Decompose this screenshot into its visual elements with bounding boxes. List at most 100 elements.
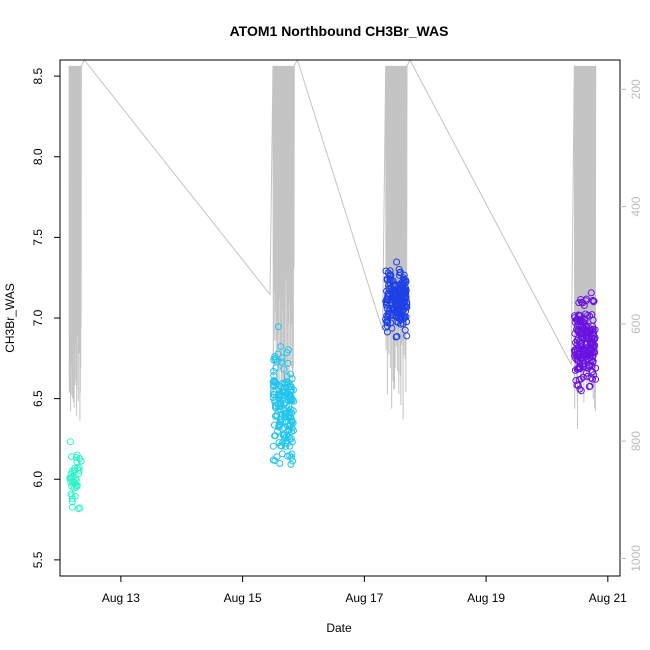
x-axis-label: Date (326, 621, 352, 635)
data-point (67, 474, 75, 482)
y-tick-label: 8.0 (31, 148, 45, 165)
data-point (287, 370, 295, 378)
data-point (288, 453, 296, 461)
data-point (269, 442, 277, 450)
data-point (278, 354, 286, 362)
data-point (584, 332, 592, 340)
y-tick-label: 6.5 (31, 390, 45, 407)
data-point (272, 404, 280, 411)
data-point (589, 339, 597, 347)
data-point (573, 322, 581, 330)
data-point (590, 335, 598, 343)
data-point (393, 258, 401, 266)
data-point (284, 359, 292, 367)
data-point (274, 407, 282, 415)
data-point (283, 440, 291, 448)
data-point (585, 329, 592, 337)
data-point (386, 267, 394, 275)
x-tick-label: Aug 21 (589, 591, 627, 605)
data-point (575, 299, 583, 307)
x-axis: Aug 13 Aug 15 Aug 17 Aug 19 Aug 21 (102, 576, 627, 605)
y2-tick-label: 200 (629, 79, 643, 99)
data-point (274, 323, 282, 331)
data-point (403, 332, 411, 340)
data-point (281, 410, 289, 418)
data-point (271, 355, 279, 362)
x-tick-label: Aug 13 (102, 591, 140, 605)
pressure-trace (68, 58, 597, 429)
data-point (577, 330, 585, 337)
y-tick-label: 6.0 (31, 471, 45, 488)
data-point (589, 375, 596, 383)
data-point (67, 470, 75, 478)
data-point (580, 363, 588, 371)
data-point (71, 480, 79, 488)
data-point (76, 504, 84, 512)
data-point (392, 333, 400, 341)
data-point (386, 275, 394, 283)
data-point (288, 409, 296, 417)
data-point (387, 311, 395, 319)
data-point (391, 281, 398, 289)
data-point (284, 422, 292, 430)
data-point (277, 442, 285, 450)
data-point (281, 434, 289, 442)
data-point (270, 367, 278, 375)
data-point (279, 379, 286, 387)
data-point (573, 381, 581, 389)
data-point (273, 358, 281, 366)
data-point (278, 450, 286, 458)
data-point (582, 344, 590, 352)
data-point (286, 452, 294, 460)
data-point (578, 334, 586, 342)
y2-axis: 200 400 600 800 1000 (620, 79, 643, 572)
y-tick-label: 8.5 (31, 67, 45, 84)
data-point (383, 295, 391, 303)
data-point (288, 450, 296, 458)
data-point (288, 416, 296, 424)
data-point (587, 350, 594, 358)
data-point (287, 406, 295, 413)
data-point (270, 372, 278, 379)
data-point (584, 322, 592, 330)
data-point (575, 352, 583, 360)
data-point (393, 318, 401, 326)
data-point (571, 352, 579, 360)
data-point (397, 320, 405, 328)
data-point (382, 267, 390, 275)
data-point (68, 492, 76, 500)
data-point (572, 377, 580, 384)
data-point (387, 275, 395, 283)
data-point (71, 492, 79, 500)
data-point (398, 303, 406, 310)
data-point (269, 383, 277, 390)
x-tick-label: Aug 15 (224, 591, 262, 605)
y-axis: 5.5 6.0 6.5 7.0 7.5 8.0 8.5 (31, 67, 60, 568)
data-point (279, 438, 287, 446)
data-point (282, 401, 290, 409)
data-point (70, 484, 78, 492)
data-point (277, 343, 285, 351)
y-tick-label: 5.5 (31, 551, 45, 568)
data-point (393, 288, 401, 296)
y-tick-label: 7.5 (31, 229, 45, 246)
y2-tick-label: 800 (629, 431, 643, 451)
data-point (274, 400, 282, 408)
data-point (287, 460, 295, 468)
data-point (66, 438, 74, 446)
data-point (587, 289, 595, 297)
data-point (580, 352, 588, 360)
data-point (287, 386, 295, 394)
data-point (288, 397, 296, 404)
y2-tick-label: 600 (629, 314, 643, 334)
data-point (286, 442, 294, 450)
data-point (73, 458, 81, 466)
data-point (275, 390, 283, 398)
pressure-line (68, 58, 597, 429)
data-point (398, 287, 405, 295)
data-point (275, 395, 283, 403)
data-point (270, 378, 278, 386)
y2-tick-label: 400 (629, 196, 643, 216)
data-point (384, 319, 391, 327)
data-point (591, 349, 599, 357)
